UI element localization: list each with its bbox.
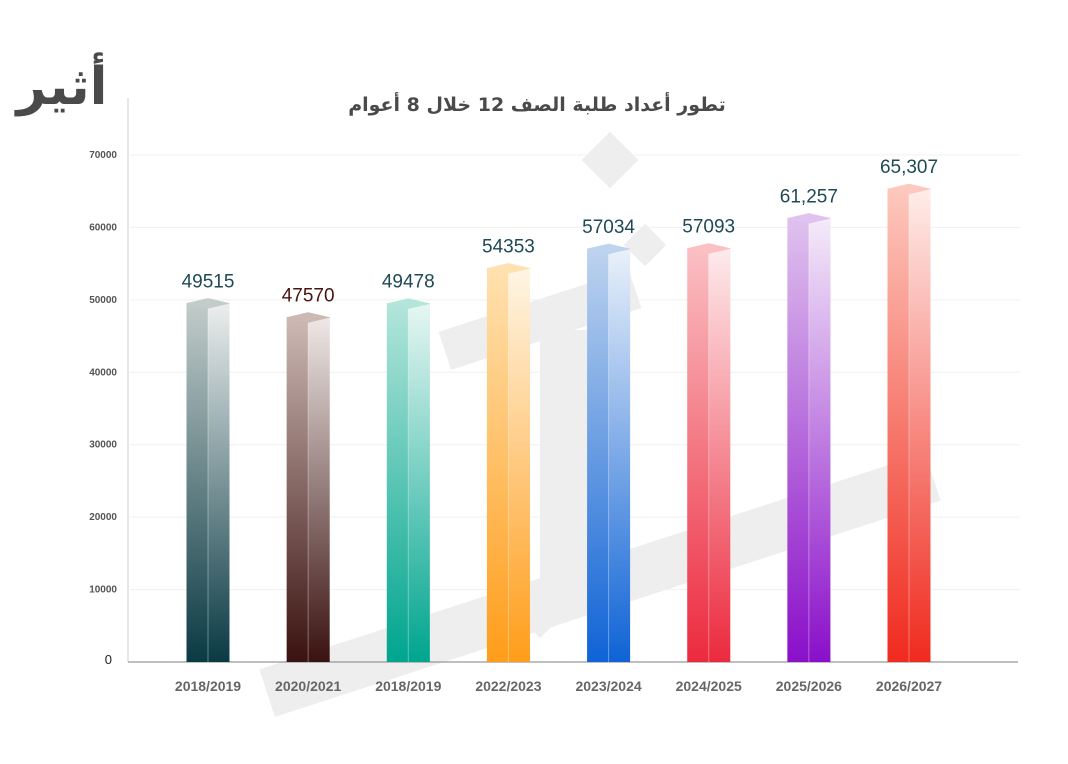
value-label: 49515 xyxy=(182,271,235,292)
value-label: 54353 xyxy=(482,236,535,257)
bar-highlight xyxy=(608,248,631,662)
bar-top-cap xyxy=(787,213,831,224)
x-tick-label: 2018/2019 xyxy=(375,678,441,694)
grid-lines xyxy=(128,154,1020,591)
y-tick-label: 20000 xyxy=(89,512,117,523)
x-tick-label: 2025/2026 xyxy=(776,678,842,694)
brand-logo: أثير xyxy=(14,52,108,117)
bar-highlight xyxy=(508,268,530,662)
x-tick-label: 2026/2027 xyxy=(876,678,942,694)
bar-highlight xyxy=(909,188,931,662)
value-label: 57034 xyxy=(582,217,635,238)
y-tick-label: 50000 xyxy=(89,295,117,306)
bar xyxy=(887,183,931,662)
bar xyxy=(386,298,430,662)
bar-top-cap xyxy=(386,298,430,309)
bar xyxy=(486,263,530,662)
value-label: 47570 xyxy=(282,285,335,306)
bar xyxy=(587,243,631,662)
value-label: 57093 xyxy=(682,216,735,237)
y-axis-ticks: 0 10000 20000 30000 40000 50000 60000 70000 xyxy=(89,150,117,667)
y-tick-label: 60000 xyxy=(89,222,117,233)
y-tick-label: 40000 xyxy=(89,367,117,378)
y-tick-label: 10000 xyxy=(89,585,117,596)
y-tick-label: 70000 xyxy=(89,150,117,161)
bar-highlight xyxy=(408,303,430,662)
x-axis-ticks: 2018/2019 2020/2021 2018/2019 2022/2023 2023… xyxy=(175,678,942,694)
y-tick-label: 0 xyxy=(105,652,112,667)
x-tick-label: 2022/2023 xyxy=(475,678,541,694)
x-tick-label: 2020/2021 xyxy=(275,678,341,694)
bar-top-cap xyxy=(687,243,731,254)
bar-highlight xyxy=(808,218,831,663)
value-label: 49478 xyxy=(382,272,435,293)
bar-top-cap xyxy=(587,243,631,255)
x-tick-label: 2023/2024 xyxy=(575,678,641,694)
bar xyxy=(286,312,330,662)
bar xyxy=(787,213,831,663)
chart-title: تطور أعداد طلبة الصف 12 خلال 8 أعوام xyxy=(348,92,726,116)
bars xyxy=(186,183,931,663)
bar-highlight xyxy=(708,248,731,662)
bar-top-cap xyxy=(286,312,330,323)
value-labels: 49515 47570 49478 54353 57034 57093 61,257 65,3… xyxy=(182,157,938,306)
value-label: 65,307 xyxy=(880,157,938,178)
bar-highlight xyxy=(308,317,330,662)
x-tick-label: 2024/2025 xyxy=(676,678,742,694)
y-tick-label: 30000 xyxy=(89,440,117,451)
bar-top-cap xyxy=(186,298,230,309)
bar-top-cap xyxy=(486,263,530,274)
bar xyxy=(687,243,731,662)
bar-top-cap xyxy=(887,183,931,195)
bar-highlight xyxy=(208,303,230,662)
x-tick-label: 2018/2019 xyxy=(175,678,241,694)
bar xyxy=(186,298,230,662)
value-label: 61,257 xyxy=(780,186,838,207)
